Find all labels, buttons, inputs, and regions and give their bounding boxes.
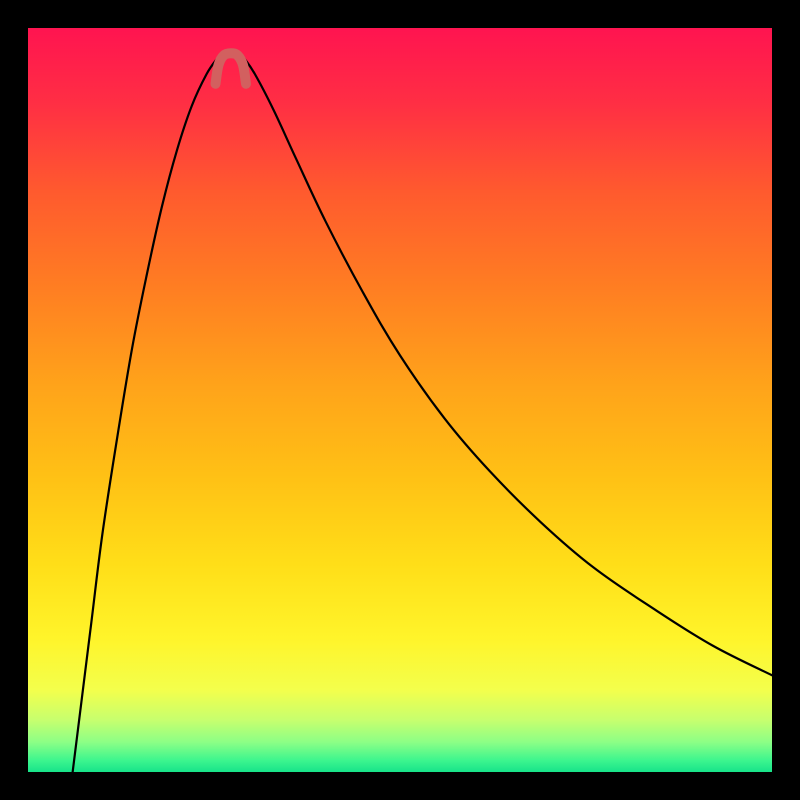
curve-svg <box>28 28 772 772</box>
left-curve <box>73 58 218 772</box>
chart-container: TheBottleneck.com <box>0 0 800 800</box>
right-curve <box>244 58 772 676</box>
plot-area <box>28 28 772 772</box>
minimum-u-marker <box>215 53 246 84</box>
